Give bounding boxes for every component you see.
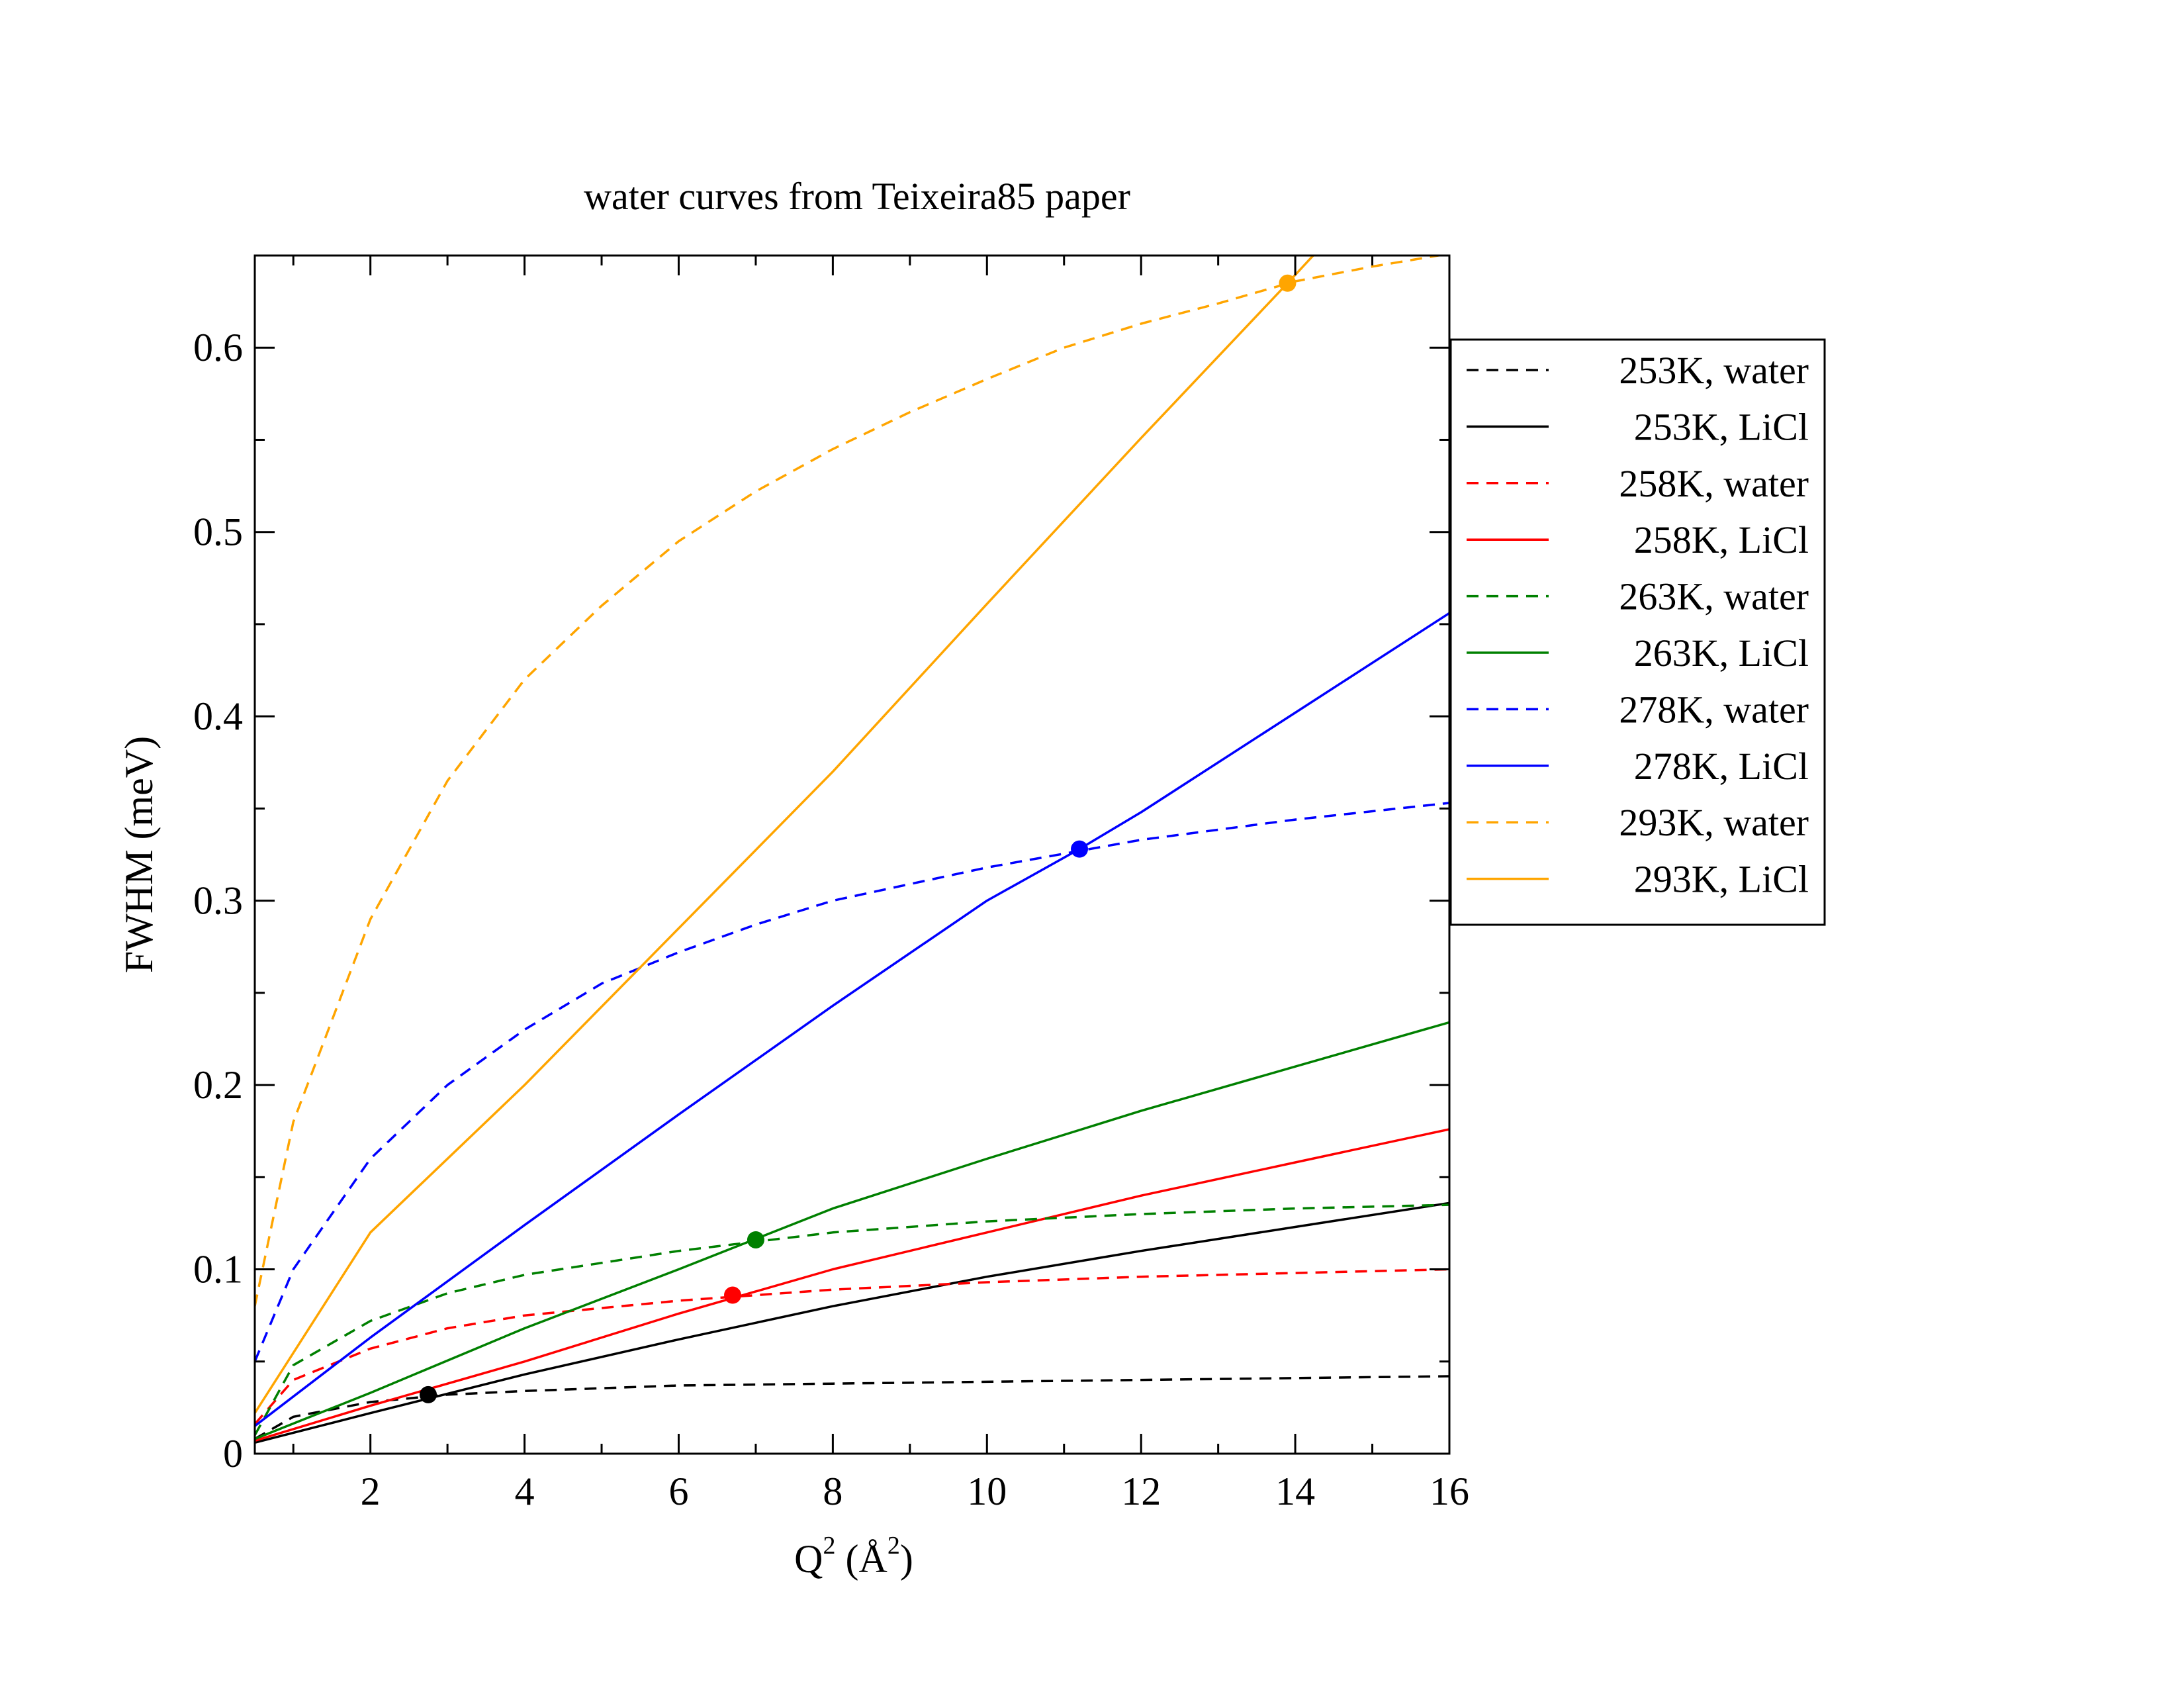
y-tick-label: 0.4 bbox=[193, 694, 243, 738]
x-tick-label: 2 bbox=[361, 1470, 381, 1513]
series-line-8 bbox=[255, 256, 1445, 1307]
y-tick-label: 0 bbox=[223, 1432, 243, 1476]
series-line-1 bbox=[255, 1201, 1449, 1444]
legend-label: 258K, LiCl bbox=[1634, 518, 1809, 561]
series-line-0 bbox=[255, 1375, 1449, 1440]
intersection-marker-4 bbox=[1279, 274, 1297, 292]
chart-title: water curves from Teixeira85 paper bbox=[584, 175, 1130, 218]
y-tick-label: 0.6 bbox=[193, 326, 243, 369]
intersection-marker-1 bbox=[724, 1286, 741, 1304]
plot-frame bbox=[253, 254, 1451, 1455]
legend-label: 253K, LiCl bbox=[1634, 405, 1809, 448]
x-tick-label: 8 bbox=[823, 1470, 842, 1513]
legend-label: 293K, LiCl bbox=[1634, 858, 1809, 901]
legend-label: 278K, LiCl bbox=[1634, 745, 1809, 788]
series-line-4 bbox=[255, 1203, 1449, 1436]
x-axis-label-base: Q bbox=[794, 1537, 823, 1581]
legend-label: 263K, water bbox=[1619, 575, 1809, 618]
x-axis-label-unit: (Å bbox=[836, 1537, 887, 1581]
x-tick-label: 12 bbox=[1121, 1470, 1161, 1513]
y-axis-label: FWHM (meV) bbox=[117, 736, 161, 973]
series-line-7 bbox=[255, 612, 1449, 1427]
y-tick-label: 0.5 bbox=[193, 510, 243, 554]
series-line-5 bbox=[255, 1021, 1449, 1440]
x-tick-label: 14 bbox=[1275, 1470, 1315, 1513]
intersection-marker-0 bbox=[420, 1385, 437, 1403]
x-tick-label: 10 bbox=[967, 1470, 1007, 1513]
intersection-marker-2 bbox=[747, 1231, 764, 1248]
x-axis-label-unit-close: ) bbox=[900, 1537, 913, 1581]
series-line-6 bbox=[255, 802, 1449, 1362]
series-line-9 bbox=[255, 256, 1315, 1414]
y-tick-label: 0.3 bbox=[193, 879, 243, 923]
marker-layer bbox=[420, 274, 1297, 1403]
tick-layer: 2 4 6 8 10 12 14 16 0 0.1 0.2 0.3 0.4 0.5 0.6 bbox=[193, 256, 1469, 1513]
legend-label: 293K, water bbox=[1619, 801, 1809, 844]
legend-label: 253K, water bbox=[1619, 349, 1809, 392]
legend-label: 263K, LiCl bbox=[1634, 632, 1809, 675]
series-layer bbox=[255, 256, 1449, 1444]
x-axis-label-sup: 2 bbox=[823, 1532, 836, 1560]
legend-box bbox=[1449, 338, 1826, 926]
legend: 253K, water 253K, LiCl 258K, water 258K, Li… bbox=[1449, 338, 1826, 926]
x-tick-label: 4 bbox=[515, 1470, 535, 1513]
y-tick-label: 0.2 bbox=[193, 1063, 243, 1107]
x-tick-label: 6 bbox=[668, 1470, 688, 1513]
x-tick-label: 16 bbox=[1430, 1470, 1469, 1513]
legend-label: 258K, water bbox=[1619, 462, 1809, 505]
x-axis-label-unit-sup: 2 bbox=[887, 1532, 900, 1560]
y-tick-label: 0.1 bbox=[193, 1248, 243, 1291]
intersection-marker-3 bbox=[1071, 840, 1089, 858]
x-axis-label: Q2 (Å2) bbox=[794, 1532, 913, 1581]
legend-label: 278K, water bbox=[1619, 688, 1809, 731]
